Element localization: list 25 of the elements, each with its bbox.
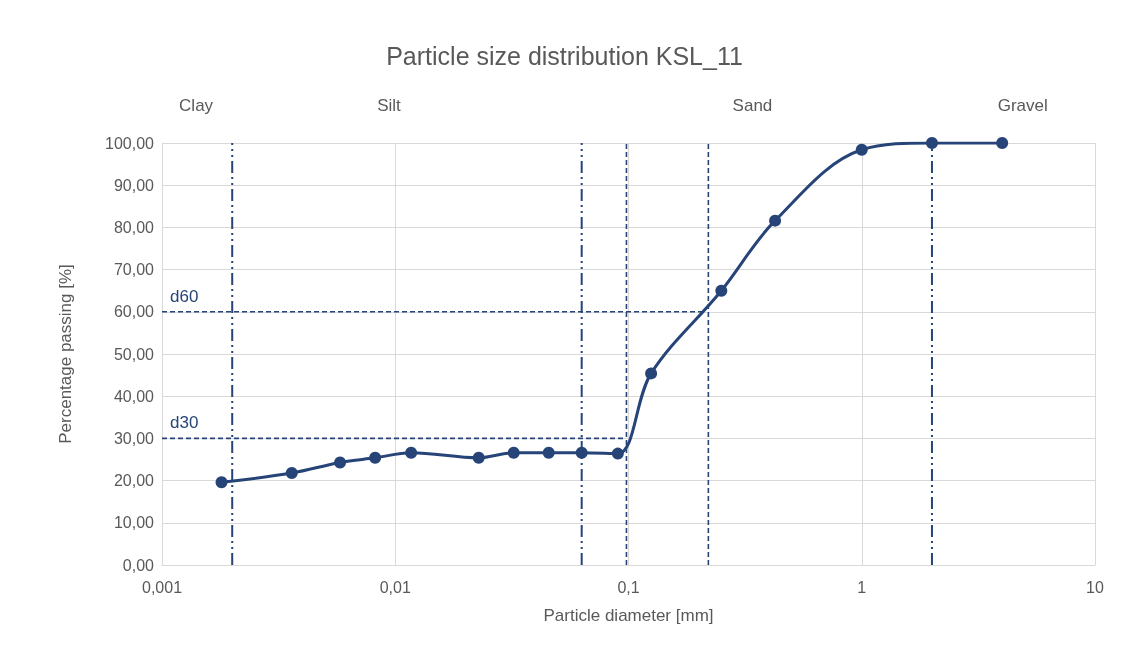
x-tick-label: 10 bbox=[1086, 578, 1104, 596]
y-tick-label: 0,00 bbox=[122, 556, 155, 574]
text: Silt bbox=[377, 95, 402, 115]
x-tick-label: 0,001 bbox=[141, 578, 183, 596]
y-tick-label: 90,00 bbox=[113, 176, 155, 194]
x-tick-label: 0,1 bbox=[617, 578, 640, 596]
y-axis-title: Percentage passing [%] bbox=[56, 264, 75, 444]
ref-line-label: d60 bbox=[170, 286, 199, 306]
x-axis-title: Particle diameter [mm] bbox=[543, 606, 714, 625]
y-tick-label: 60,00 bbox=[113, 303, 155, 321]
x-tick-label: 0,01 bbox=[379, 578, 411, 596]
y-tick-label: 50,00 bbox=[113, 345, 155, 363]
y-tick-label: 80,00 bbox=[113, 218, 155, 236]
y-tick-label: 100,00 bbox=[105, 134, 155, 152]
y-tick-label: 70,00 bbox=[113, 261, 155, 279]
chart-title: Particle size distribution KSL_11 bbox=[386, 41, 743, 70]
ref-line-label: d30 bbox=[170, 413, 199, 433]
text: Clay bbox=[179, 95, 214, 115]
y-tick-label: 20,00 bbox=[113, 472, 155, 490]
y-tick-label: 40,00 bbox=[113, 387, 155, 405]
text: Gravel bbox=[997, 95, 1048, 115]
y-tick-label: 30,00 bbox=[113, 429, 155, 447]
text: Sand bbox=[732, 95, 773, 115]
x-tick-label: 1 bbox=[857, 578, 867, 596]
y-tick-label: 10,00 bbox=[113, 514, 155, 532]
